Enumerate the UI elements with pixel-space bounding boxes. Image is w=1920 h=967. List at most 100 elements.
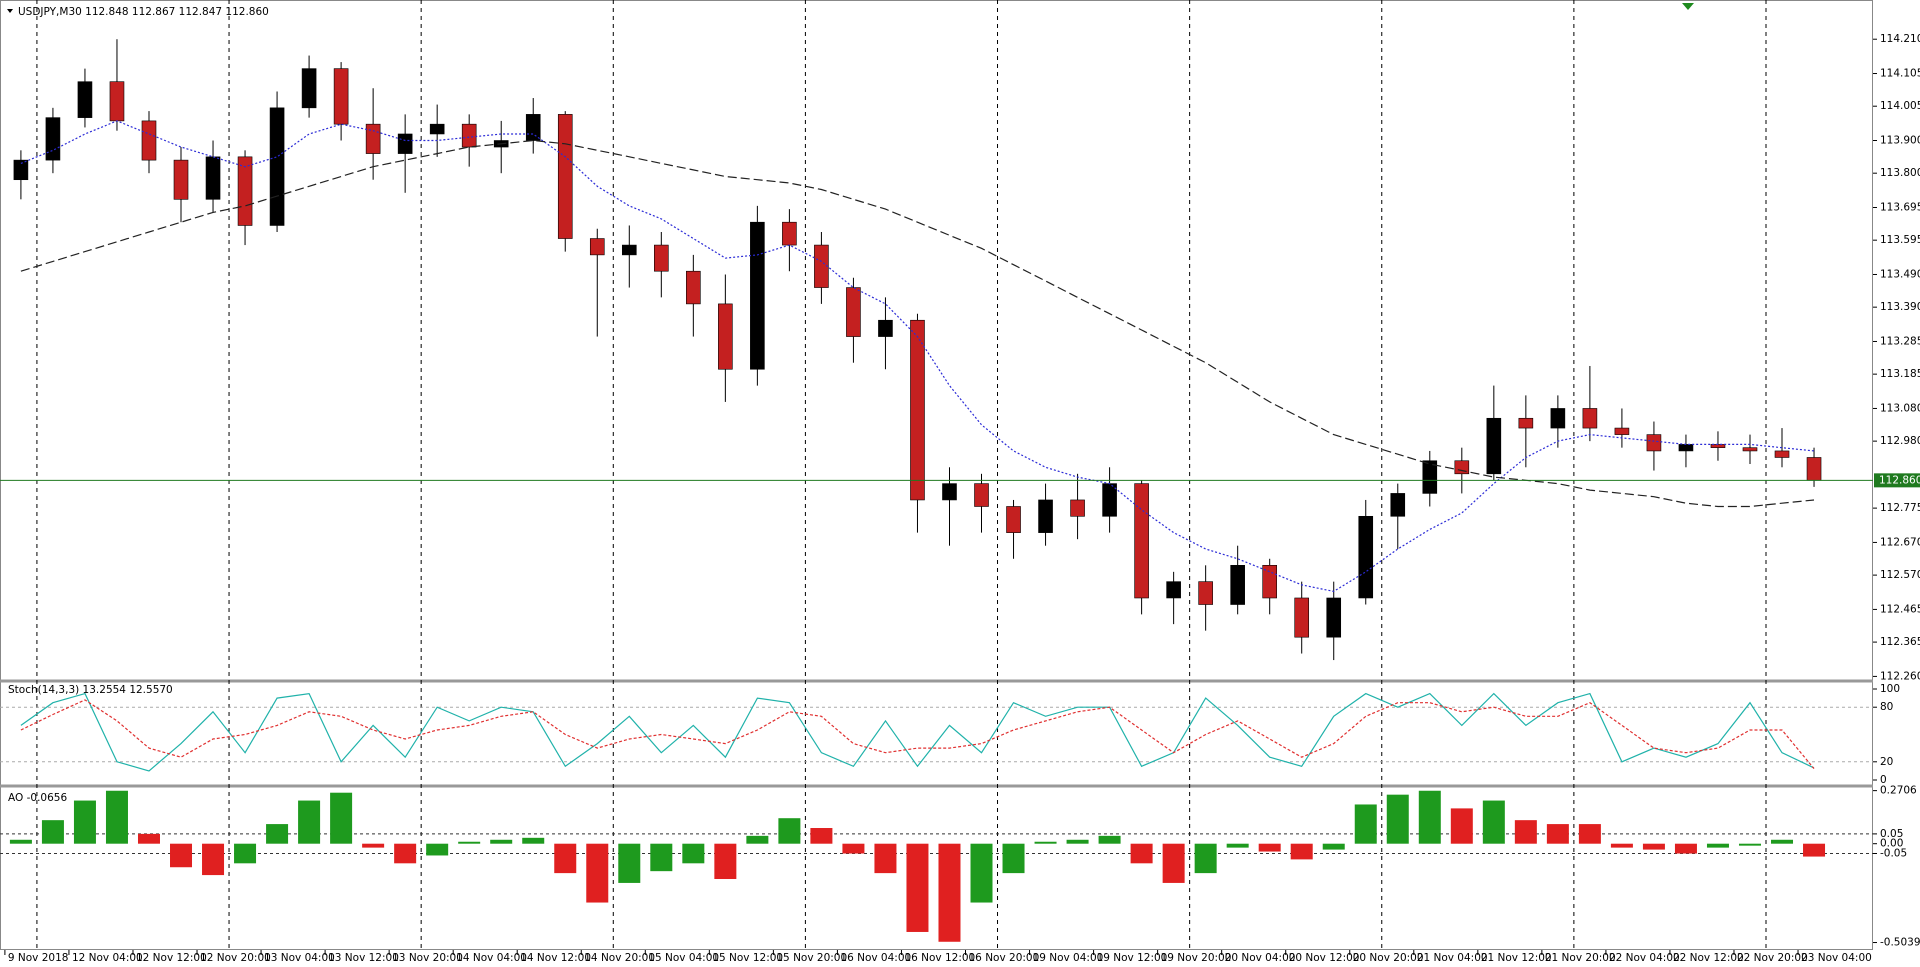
y-tick-label: 113.695 bbox=[1880, 201, 1920, 213]
x-tick-label: 14 Nov 04:00 bbox=[456, 952, 527, 964]
candle-body bbox=[1038, 499, 1053, 533]
chart-frame bbox=[0, 0, 1873, 950]
ao-bar bbox=[202, 843, 225, 876]
candle-body bbox=[557, 114, 573, 239]
ao-bar bbox=[458, 841, 481, 844]
candle-body bbox=[45, 117, 61, 161]
ao-bar bbox=[266, 824, 289, 844]
ao-bar bbox=[874, 843, 897, 874]
x-tick-label: 13 Nov 12:00 bbox=[328, 952, 399, 964]
y-tick-label: 113.390 bbox=[1880, 301, 1920, 313]
y-tick-label: 20 bbox=[1880, 756, 1893, 768]
candle-body bbox=[173, 159, 189, 200]
y-tick-label: 113.490 bbox=[1880, 268, 1920, 280]
candle-body bbox=[621, 244, 637, 256]
current-price-label: 112.860 bbox=[1879, 474, 1920, 486]
x-tick-label: 16 Nov 12:00 bbox=[904, 952, 975, 964]
candle-body bbox=[365, 123, 381, 154]
y-tick-label: 112.260 bbox=[1880, 670, 1920, 682]
candle-body bbox=[397, 133, 413, 154]
candle-body bbox=[910, 319, 925, 501]
ao-bar bbox=[1034, 841, 1057, 844]
candle-body bbox=[974, 483, 989, 507]
candle-body bbox=[1742, 447, 1758, 452]
ao-bar bbox=[1002, 843, 1025, 874]
y-tick-label: 0.00 bbox=[1880, 838, 1903, 850]
ao-bar bbox=[1482, 800, 1505, 844]
y-tick-label: 113.800 bbox=[1880, 167, 1920, 179]
ao-bar bbox=[938, 843, 961, 942]
x-tick-label: 22 Nov 12:00 bbox=[1673, 952, 1744, 964]
candle-body bbox=[237, 156, 253, 226]
x-tick-label: 14 Nov 20:00 bbox=[584, 952, 655, 964]
y-tick-label: 112.570 bbox=[1880, 569, 1920, 581]
candle-body bbox=[269, 107, 285, 226]
ao-bar bbox=[1674, 843, 1697, 854]
y-tick-label: -0.05 bbox=[1880, 848, 1907, 860]
ao-bar bbox=[362, 843, 385, 848]
ao-bar bbox=[1386, 794, 1409, 844]
ao-bar bbox=[1258, 843, 1281, 852]
ao-bar bbox=[137, 833, 160, 844]
candle-body bbox=[942, 483, 957, 501]
indicator-line bbox=[20, 139, 1815, 508]
ao-bar bbox=[73, 800, 96, 844]
chart-title: USDJPY,M30 112.848 112.867 112.847 112.8… bbox=[18, 6, 269, 18]
stoch-title: Stoch(14,3,3) 13.2554 12.5570 bbox=[8, 684, 173, 696]
candle-body bbox=[109, 81, 125, 122]
ao-bar bbox=[1706, 843, 1729, 848]
ao-bar bbox=[1130, 843, 1153, 864]
candle-body bbox=[301, 68, 317, 109]
x-tick-label: 15 Nov 04:00 bbox=[648, 952, 719, 964]
ao-bar bbox=[490, 839, 513, 844]
x-tick-label: 13 Nov 04:00 bbox=[264, 952, 335, 964]
candle-body bbox=[589, 238, 605, 256]
candle-body bbox=[1806, 457, 1822, 481]
y-tick-label: 112.465 bbox=[1880, 603, 1920, 615]
ao-bar bbox=[842, 843, 865, 854]
ao-bar bbox=[105, 790, 128, 844]
candle-body bbox=[1294, 597, 1310, 638]
y-tick-label: 113.900 bbox=[1880, 135, 1920, 147]
candle-body bbox=[846, 287, 861, 337]
y-tick-label: 113.595 bbox=[1880, 234, 1920, 246]
x-tick-label: 22 Nov 20:00 bbox=[1737, 952, 1808, 964]
candle-body bbox=[1102, 483, 1117, 517]
ao-bar bbox=[906, 843, 929, 932]
x-tick-label: 19 Nov 04:00 bbox=[1033, 952, 1104, 964]
candle-body bbox=[1582, 408, 1598, 429]
y-tick-label: 112.775 bbox=[1880, 502, 1920, 514]
ao-bar bbox=[426, 843, 449, 856]
y-tick-label: 114.210 bbox=[1880, 33, 1920, 45]
y-tick-label: 112.365 bbox=[1880, 636, 1920, 648]
ao-bar bbox=[1194, 843, 1217, 874]
x-tick-label: 14 Nov 12:00 bbox=[520, 952, 591, 964]
ao-bar bbox=[234, 843, 257, 864]
candle-body bbox=[814, 244, 829, 288]
ao-bar bbox=[1803, 843, 1826, 857]
ao-bar bbox=[586, 843, 609, 903]
x-tick-label: 21 Nov 20:00 bbox=[1545, 952, 1616, 964]
x-tick-label: 21 Nov 12:00 bbox=[1481, 952, 1552, 964]
ao-bar bbox=[682, 843, 705, 864]
ao-bar bbox=[618, 843, 641, 883]
ao-bar bbox=[1514, 820, 1537, 844]
x-tick-label: 16 Nov 04:00 bbox=[840, 952, 911, 964]
x-tick-label: 12 Nov 12:00 bbox=[136, 952, 207, 964]
current-price-box bbox=[1874, 473, 1920, 488]
menu-arrow bbox=[7, 9, 13, 13]
ao-bar bbox=[1450, 808, 1473, 844]
x-tick-label: 19 Nov 12:00 bbox=[1097, 952, 1168, 964]
ao-bar bbox=[810, 828, 833, 844]
x-tick-label: 21 Nov 04:00 bbox=[1417, 952, 1488, 964]
indicator-line bbox=[20, 120, 1815, 593]
candle-body bbox=[77, 81, 93, 118]
candle-body bbox=[1198, 581, 1213, 605]
candle-body bbox=[718, 303, 733, 370]
ao-bar bbox=[1642, 843, 1665, 850]
ao-bar bbox=[298, 800, 321, 844]
candle-body bbox=[141, 120, 157, 161]
candle-body bbox=[1774, 450, 1790, 458]
x-tick-label: 12 Nov 04:00 bbox=[72, 952, 143, 964]
